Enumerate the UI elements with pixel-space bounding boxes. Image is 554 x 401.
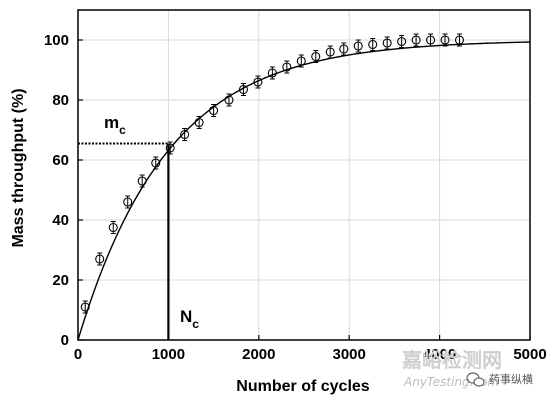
data-point bbox=[253, 75, 263, 89]
y-tick-label: 0 bbox=[61, 332, 69, 349]
data-point bbox=[339, 42, 349, 56]
mc-label: mc bbox=[104, 113, 126, 137]
x-tick-label: 2000 bbox=[242, 346, 275, 363]
data-point bbox=[353, 39, 363, 53]
y-tick-label: 60 bbox=[52, 152, 69, 169]
axis-ticks bbox=[77, 39, 531, 341]
point-marker bbox=[311, 51, 321, 62]
point-marker bbox=[440, 35, 450, 45]
point-marker bbox=[325, 47, 335, 57]
annotations bbox=[78, 142, 170, 340]
x-tick-label: 0 bbox=[74, 346, 82, 363]
tick-labels: 0 1000 2000 3000 4000 5000 0 20 40 60 80 100 bbox=[44, 32, 547, 363]
point-marker bbox=[108, 222, 118, 233]
point-marker bbox=[296, 56, 306, 66]
point-marker bbox=[224, 95, 234, 105]
y-tick-label: 100 bbox=[44, 32, 69, 49]
data-point bbox=[224, 93, 234, 107]
point-marker bbox=[95, 254, 105, 264]
point-marker bbox=[267, 68, 277, 78]
watermark: 嘉峪检测网 AnyTesting.com 药事纵横 bbox=[401, 348, 533, 389]
data-point bbox=[368, 38, 378, 51]
point-marker bbox=[209, 105, 219, 116]
point-marker bbox=[339, 44, 349, 54]
data-point bbox=[325, 45, 335, 59]
point-marker bbox=[151, 158, 161, 168]
data-point bbox=[267, 66, 277, 80]
x-tick-label: 3000 bbox=[333, 346, 366, 363]
nc-label: Nc bbox=[180, 307, 199, 331]
data-point bbox=[137, 174, 147, 188]
data-point bbox=[95, 252, 105, 266]
wechat-icon bbox=[466, 372, 485, 387]
point-marker bbox=[165, 143, 175, 153]
data-point bbox=[454, 33, 465, 47]
point-marker bbox=[397, 36, 407, 47]
data-point bbox=[123, 195, 133, 209]
point-marker bbox=[426, 35, 436, 45]
fit-curve-line bbox=[77, 41, 531, 341]
point-marker bbox=[368, 39, 378, 50]
point-marker bbox=[123, 197, 133, 207]
grid bbox=[78, 10, 530, 340]
point-marker bbox=[137, 176, 147, 186]
x-axis-title: Number of cycles bbox=[236, 378, 369, 395]
data-point bbox=[282, 60, 292, 74]
y-tick-label: 40 bbox=[52, 212, 69, 229]
data-point bbox=[238, 83, 248, 96]
watermark-cn-text: 嘉峪检测网 bbox=[401, 348, 502, 372]
point-marker bbox=[194, 117, 204, 128]
point-marker bbox=[253, 77, 263, 87]
x-tick-label: 1000 bbox=[152, 346, 185, 363]
data-point bbox=[382, 36, 392, 50]
y-axis-title: Mass throughput (%) bbox=[10, 88, 27, 247]
data-point bbox=[426, 33, 436, 47]
data-point bbox=[80, 300, 90, 314]
data-point bbox=[209, 104, 219, 117]
x-tick-label: 5000 bbox=[513, 346, 546, 363]
data-point bbox=[151, 156, 161, 170]
data-point bbox=[411, 33, 421, 47]
data-point bbox=[108, 221, 118, 234]
point-marker bbox=[180, 129, 190, 140]
data-point bbox=[165, 141, 175, 155]
point-marker bbox=[454, 35, 465, 45]
point-marker bbox=[411, 35, 421, 45]
point-marker bbox=[382, 38, 392, 48]
watermark-en-text: AnyTesting.com bbox=[403, 375, 499, 389]
watermark-badge-text: 药事纵横 bbox=[489, 372, 533, 386]
data-point bbox=[311, 50, 321, 63]
point-marker bbox=[80, 302, 90, 312]
point-marker bbox=[353, 41, 363, 51]
data-point bbox=[296, 54, 306, 68]
data-points bbox=[80, 33, 465, 314]
y-tick-label: 80 bbox=[52, 92, 69, 109]
plot-frame bbox=[77, 9, 531, 341]
x-tick-label: 4000 bbox=[423, 346, 456, 363]
fit-curve bbox=[77, 41, 531, 341]
data-point bbox=[397, 35, 407, 48]
data-point bbox=[180, 128, 190, 141]
point-marker bbox=[238, 84, 248, 95]
data-point bbox=[194, 116, 204, 129]
data-point bbox=[440, 33, 450, 47]
point-marker bbox=[282, 62, 292, 72]
y-tick-label: 20 bbox=[52, 272, 69, 289]
